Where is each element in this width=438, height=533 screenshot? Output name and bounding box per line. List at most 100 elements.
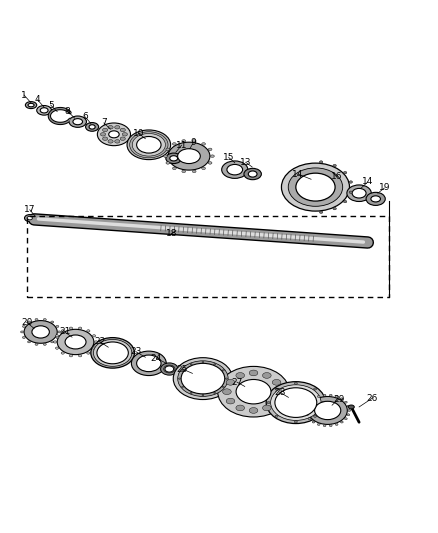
Ellipse shape — [208, 161, 212, 164]
Ellipse shape — [190, 364, 192, 365]
Ellipse shape — [43, 319, 46, 320]
Ellipse shape — [181, 364, 224, 394]
Ellipse shape — [65, 335, 86, 349]
Ellipse shape — [28, 321, 31, 323]
Ellipse shape — [35, 343, 38, 345]
Ellipse shape — [160, 363, 178, 375]
Ellipse shape — [335, 423, 337, 425]
Ellipse shape — [32, 326, 49, 338]
Ellipse shape — [131, 351, 166, 376]
Ellipse shape — [321, 401, 324, 403]
Ellipse shape — [262, 373, 271, 378]
Text: 15: 15 — [223, 153, 234, 162]
Ellipse shape — [281, 163, 349, 211]
Text: 27: 27 — [231, 377, 242, 386]
Text: 29: 29 — [332, 394, 343, 403]
Ellipse shape — [262, 405, 271, 411]
Ellipse shape — [24, 320, 57, 343]
Ellipse shape — [21, 331, 24, 333]
Ellipse shape — [248, 171, 256, 177]
Ellipse shape — [89, 125, 95, 129]
Ellipse shape — [78, 327, 81, 329]
Ellipse shape — [343, 172, 346, 174]
Ellipse shape — [307, 418, 310, 419]
Ellipse shape — [172, 167, 176, 169]
Text: 8: 8 — [65, 107, 71, 116]
Ellipse shape — [235, 373, 244, 378]
Ellipse shape — [236, 379, 270, 404]
Ellipse shape — [102, 137, 107, 140]
Text: 6: 6 — [82, 112, 88, 122]
Ellipse shape — [86, 352, 90, 354]
Ellipse shape — [92, 335, 95, 337]
Ellipse shape — [165, 366, 173, 372]
Ellipse shape — [332, 207, 336, 210]
Ellipse shape — [288, 168, 342, 206]
Ellipse shape — [55, 335, 59, 337]
Ellipse shape — [226, 398, 234, 404]
Ellipse shape — [55, 347, 59, 349]
Text: 11: 11 — [175, 141, 187, 150]
Ellipse shape — [114, 140, 120, 143]
Text: 1: 1 — [21, 91, 27, 100]
Ellipse shape — [178, 378, 180, 379]
Ellipse shape — [61, 330, 64, 332]
Ellipse shape — [181, 370, 183, 371]
Ellipse shape — [53, 341, 57, 343]
Ellipse shape — [69, 327, 72, 329]
Ellipse shape — [177, 361, 228, 397]
Ellipse shape — [305, 414, 307, 416]
Text: 28: 28 — [273, 387, 285, 397]
Ellipse shape — [92, 347, 95, 349]
Ellipse shape — [201, 394, 203, 396]
Text: 25: 25 — [177, 365, 187, 374]
Ellipse shape — [201, 167, 205, 169]
Ellipse shape — [181, 386, 183, 387]
Ellipse shape — [120, 137, 125, 140]
Ellipse shape — [177, 149, 200, 164]
Ellipse shape — [56, 326, 59, 327]
Ellipse shape — [51, 321, 53, 323]
Ellipse shape — [25, 215, 35, 222]
Ellipse shape — [61, 352, 64, 354]
Ellipse shape — [166, 161, 170, 164]
Text: 7: 7 — [101, 118, 106, 127]
Ellipse shape — [114, 126, 120, 129]
Ellipse shape — [340, 421, 343, 423]
Ellipse shape — [347, 409, 350, 411]
Ellipse shape — [266, 401, 269, 403]
Ellipse shape — [190, 392, 192, 393]
Ellipse shape — [108, 126, 113, 129]
Ellipse shape — [313, 415, 316, 417]
Ellipse shape — [56, 336, 59, 338]
Ellipse shape — [322, 394, 325, 396]
Ellipse shape — [100, 133, 106, 136]
Ellipse shape — [319, 161, 322, 163]
Text: 19: 19 — [378, 183, 389, 192]
Ellipse shape — [192, 170, 196, 173]
Ellipse shape — [235, 405, 244, 411]
Ellipse shape — [132, 134, 165, 156]
Ellipse shape — [86, 330, 90, 332]
Ellipse shape — [275, 389, 284, 394]
Ellipse shape — [305, 405, 307, 407]
Text: 21: 21 — [59, 327, 70, 336]
Ellipse shape — [170, 156, 177, 161]
Ellipse shape — [51, 341, 53, 343]
Ellipse shape — [307, 401, 310, 403]
Ellipse shape — [102, 128, 107, 132]
Ellipse shape — [217, 366, 289, 417]
Text: 24: 24 — [150, 353, 162, 362]
Ellipse shape — [322, 425, 325, 426]
Ellipse shape — [25, 102, 37, 109]
Ellipse shape — [172, 143, 176, 145]
Ellipse shape — [163, 155, 167, 157]
Ellipse shape — [213, 392, 215, 393]
Ellipse shape — [28, 341, 31, 343]
Text: 10: 10 — [132, 128, 144, 138]
Ellipse shape — [91, 337, 134, 368]
Ellipse shape — [97, 342, 128, 364]
Ellipse shape — [307, 397, 346, 424]
Ellipse shape — [22, 336, 25, 338]
Ellipse shape — [181, 170, 185, 173]
